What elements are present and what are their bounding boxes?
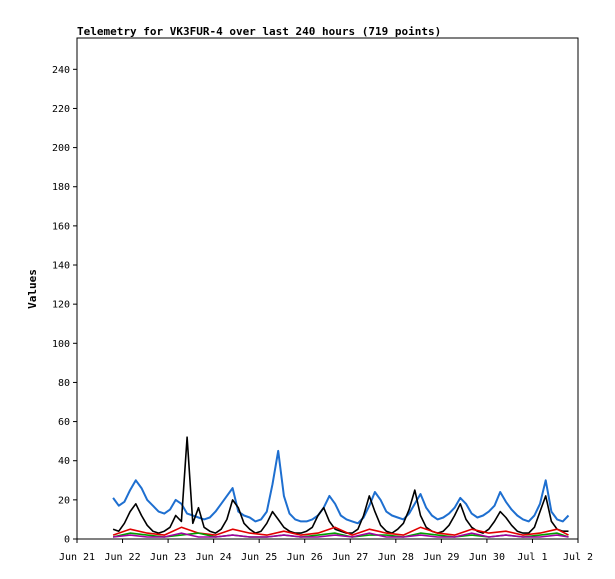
y-axis: 0 20 40 60 80 100 120 140 160 180 200 220 240 [52,65,77,546]
x-tick-label: Jun 27 [332,552,368,563]
series-line-5 [113,532,569,538]
x-tick-label: Jul 1 [517,552,547,563]
x-tick-label: Jun 25 [241,552,277,563]
y-tick-label: 220 [52,104,70,115]
series-line-2 [112,436,569,534]
y-tick-label: 180 [52,182,70,193]
x-tick-label: Jul 2 [563,552,593,563]
y-tick-label: 140 [52,261,70,272]
series-line-1 [112,449,570,525]
x-tick-label: Jun 28 [378,552,414,563]
x-tick-label: Jun 21 [59,552,95,563]
y-tick-label: 120 [52,300,70,311]
x-tick-label: Jun 24 [196,552,232,563]
chart-title: Telemetry for VK3FUR-4 over last 240 hou… [77,25,441,38]
y-tick-label: 40 [58,456,70,467]
y-tick-label: 100 [52,339,70,350]
y-tick-label: 0 [64,535,70,546]
x-tick-label: Jun 29 [423,552,459,563]
y-tick-label: 60 [58,417,70,428]
y-tick-label: 20 [58,495,70,506]
x-tick-label: Jun 26 [287,552,323,563]
x-tick-label: Jun 23 [150,552,186,563]
y-tick-label: 160 [52,221,70,232]
plot-frame [76,37,579,540]
y-tick-label: 200 [52,143,70,154]
y-tick-label: 240 [52,65,70,76]
y-axis-label: Values [26,269,39,309]
series-layer [112,436,570,538]
series-line-3 [112,526,569,536]
x-tick-label: Jun 30 [469,552,505,563]
y-tick-label: 80 [58,378,70,389]
x-axis: Jun 21 Jun 22 Jun 23 Jun 24 Jun 25 Jun 26 Jun … [59,539,593,563]
x-tick-label: Jun 22 [104,552,140,563]
